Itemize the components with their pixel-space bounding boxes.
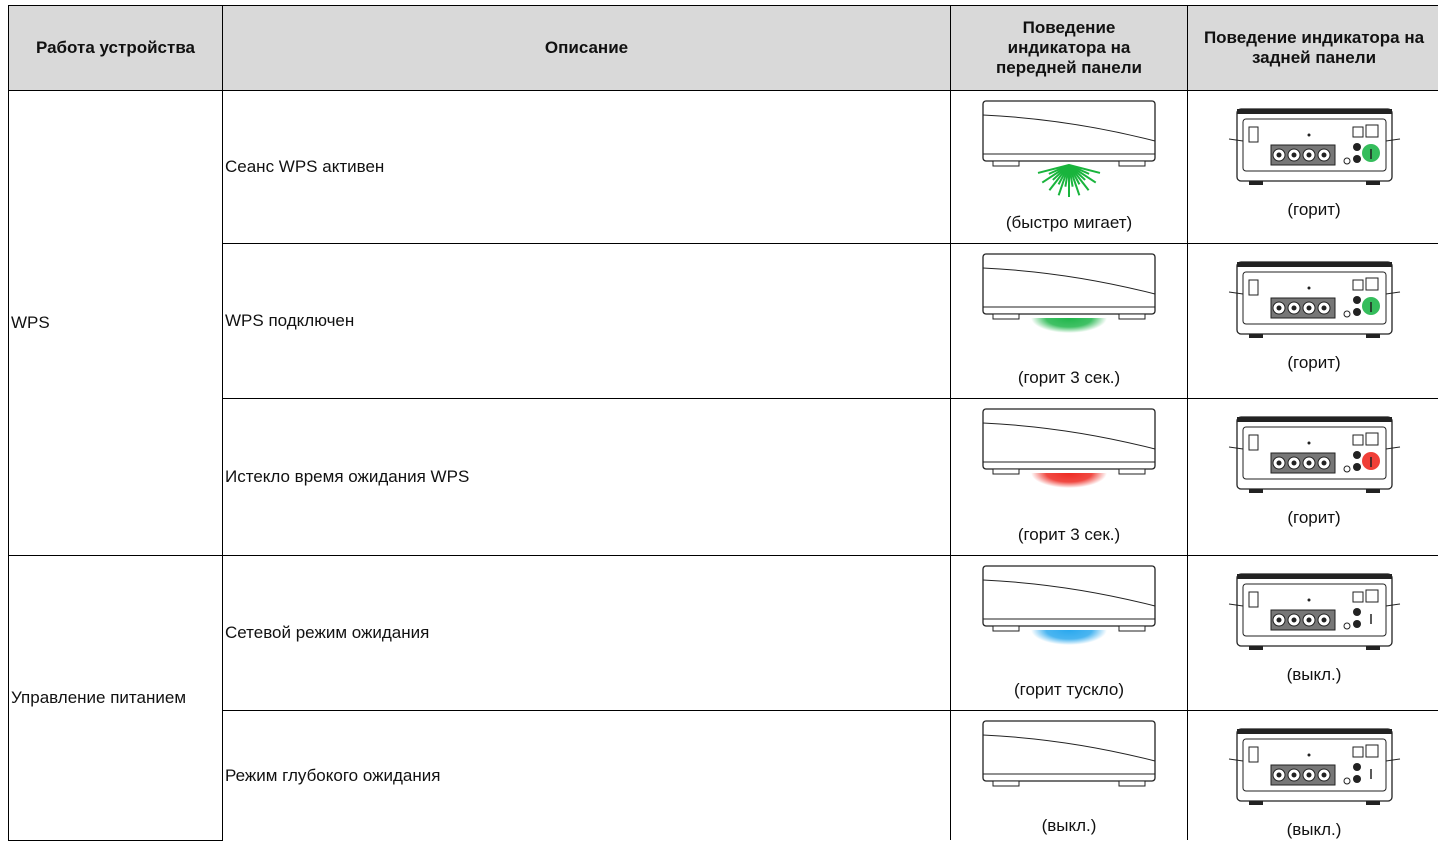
front-panel-image [979,717,1159,827]
header-cell: Поведение индикатора на задней панели [1188,6,1438,91]
rear-cell: (горит) [1188,399,1438,556]
description-cell: WPS подключен [223,244,951,399]
header-row: Работа устройства Описание Поведение инд… [9,6,1438,91]
description-cell: Режим глубокого ожидания [223,711,951,841]
rear-caption: (выкл.) [1188,665,1438,685]
front-cell: (быстро мигает) [951,91,1188,244]
front-caption: (быстро мигает) [951,213,1187,233]
rear-cell: (горит) [1188,91,1438,244]
rear-caption: (выкл.) [1188,820,1438,840]
front-panel-image [979,250,1159,360]
rear-cell: (горит) [1188,244,1438,399]
table-row: WPS подключен (горит 3 сек.) (горит) [9,244,1438,399]
header-cell: Поведение индикатора на передней панели [951,6,1188,91]
front-cell: (горит тускло) [951,556,1188,711]
rear-cell: (выкл.) [1188,556,1438,711]
rear-panel-image [1227,413,1402,508]
header-cell: Описание [223,6,951,91]
front-cell: (горит 3 сек.) [951,399,1188,556]
group-cell: Управление питанием [9,556,223,841]
group-cell: WPS [9,91,223,556]
led-table: Работа устройства Описание Поведение инд… [8,5,1438,841]
description-cell: Сетевой режим ожидания [223,556,951,711]
front-cell: (горит 3 сек.) [951,244,1188,399]
rear-caption: (горит) [1188,353,1438,373]
front-panel-image [979,405,1159,515]
rear-caption: (горит) [1188,508,1438,528]
rear-cell: (выкл.) [1188,711,1438,841]
rear-panel-image [1227,258,1402,353]
description-cell: Истекло время ожидания WPS [223,399,951,556]
front-panel-image [979,562,1159,672]
description-cell: Сеанс WPS активен [223,91,951,244]
front-caption: (горит 3 сек.) [951,525,1187,545]
header-cell: Работа устройства [9,6,223,91]
table-row: Истекло время ожидания WPS (горит 3 сек.… [9,399,1438,556]
front-caption: (выкл.) [951,816,1187,836]
rear-caption: (горит) [1188,200,1438,220]
rear-panel-image [1227,725,1402,820]
front-caption: (горит 3 сек.) [951,368,1187,388]
table-row: Режим глубокого ожидания (выкл.) (выкл.) [9,711,1438,841]
rear-panel-image [1227,570,1402,665]
rear-panel-image [1227,105,1402,200]
front-panel-image [979,97,1159,207]
front-caption: (горит тускло) [951,680,1187,700]
front-cell: (выкл.) [951,711,1188,841]
